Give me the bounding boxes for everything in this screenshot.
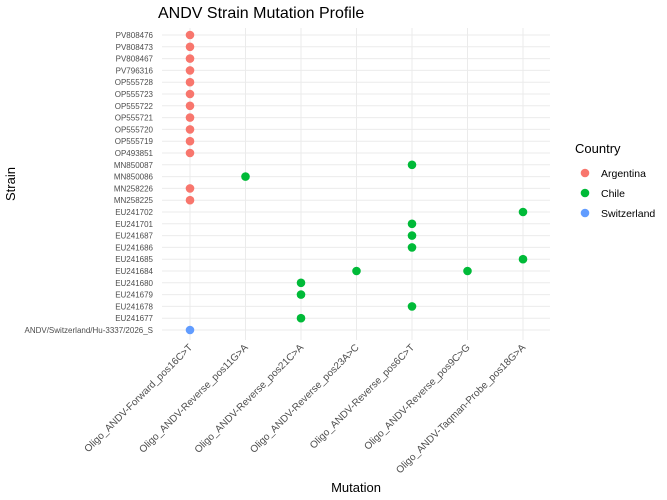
y-tick-label: OP555728	[115, 78, 154, 87]
data-point	[185, 89, 195, 99]
y-tick-label: EU241680	[115, 279, 153, 288]
y-tick-label: EU241702	[115, 208, 153, 217]
data-point	[185, 77, 195, 87]
data-point	[185, 195, 195, 205]
data-point	[407, 231, 417, 240]
data-point	[296, 290, 306, 299]
chart-title: ANDV Strain Mutation Profile	[158, 5, 364, 22]
data-point	[241, 172, 250, 181]
data-point	[518, 207, 528, 217]
data-point	[463, 266, 472, 276]
x-tick-label: Oligo_ANDV-Taqman-Probe_pos18G>A	[394, 342, 528, 476]
y-tick-label: ANDV/Switzerland/Hu-3337/2026_S	[24, 326, 153, 335]
legend-label: Switzerland	[601, 208, 655, 220]
y-tick-label: OP493851	[115, 149, 154, 158]
data-point	[185, 30, 195, 40]
legend-key-dot	[580, 188, 590, 198]
x-tick-label: Oligo_ANDV-Reverse_pos21C>A	[193, 342, 307, 456]
legend-key-dot	[580, 168, 590, 178]
y-tick-label: PV808473	[116, 43, 154, 52]
y-axis-title: Strain	[3, 167, 18, 201]
legend-label: Chile	[601, 188, 625, 200]
legend-key-dot	[580, 208, 590, 218]
data-point	[407, 243, 417, 252]
data-point	[407, 160, 417, 170]
y-tick-label: OP555719	[115, 137, 154, 146]
x-tick-label: Oligo_ANDV-Forward_pos16C>T	[83, 342, 196, 455]
data-point	[407, 302, 417, 311]
y-tick-label: EU241687	[115, 232, 153, 241]
data-point	[296, 313, 306, 323]
data-point	[518, 254, 528, 264]
legend-label: Argentina	[601, 168, 646, 180]
y-tick-label: OP555720	[115, 125, 154, 134]
y-tick-label: MN850086	[114, 173, 154, 182]
x-tick-label: Oligo_ANDV-Reverse_pos23A>C	[248, 342, 361, 455]
grid-lines	[162, 28, 550, 340]
y-tick-label: MN258225	[114, 196, 154, 205]
y-tick-label: PV796316	[116, 66, 154, 75]
y-tick-label: EU241686	[115, 243, 153, 252]
y-tick-label: EU241684	[115, 267, 153, 276]
legend: Country Argentina Chile Switzerland	[575, 141, 655, 220]
x-axis-tick-labels: Oligo_ANDV-Forward_pos16C>TOligo_ANDV-Re…	[83, 342, 529, 476]
x-axis-title: Mutation	[331, 480, 381, 495]
y-tick-label: OP555722	[115, 102, 154, 111]
y-tick-label: MN258226	[114, 184, 154, 193]
y-tick-label: EU241685	[115, 255, 153, 264]
y-tick-label: MN850087	[114, 161, 154, 170]
data-point	[185, 136, 195, 146]
data-point	[185, 325, 195, 335]
data-point	[185, 148, 195, 158]
y-axis-tick-labels: PV808476 PV808473 PV808467 PV796316 OP555728…	[24, 31, 153, 335]
y-tick-label: PV808476	[116, 31, 154, 40]
y-tick-label: OP555721	[115, 114, 154, 123]
data-point	[185, 54, 195, 63]
y-tick-label: PV808467	[116, 55, 154, 64]
y-tick-label: OP555723	[115, 90, 154, 99]
y-tick-label: EU241677	[115, 314, 153, 323]
data-point	[352, 266, 361, 276]
legend-title: Country	[575, 141, 621, 156]
data-point	[296, 278, 306, 288]
data-point	[185, 184, 195, 193]
data-point	[185, 125, 195, 134]
data-points	[185, 30, 528, 335]
y-tick-label: EU241701	[115, 220, 153, 229]
data-point	[185, 113, 195, 122]
data-point	[185, 66, 195, 75]
y-tick-label: EU241679	[115, 291, 153, 300]
x-tick-label: Oligo_ANDV-Reverse_pos11G>A	[137, 342, 250, 455]
x-tick-label: Oligo_ANDV-Reverse_pos9C>G	[362, 342, 472, 452]
data-point	[185, 42, 195, 52]
x-tick-label: Oligo_ANDV-Reverse_pos6C>T	[308, 342, 417, 451]
data-point	[185, 101, 195, 111]
y-tick-label: EU241678	[115, 302, 153, 311]
data-point	[407, 219, 417, 229]
